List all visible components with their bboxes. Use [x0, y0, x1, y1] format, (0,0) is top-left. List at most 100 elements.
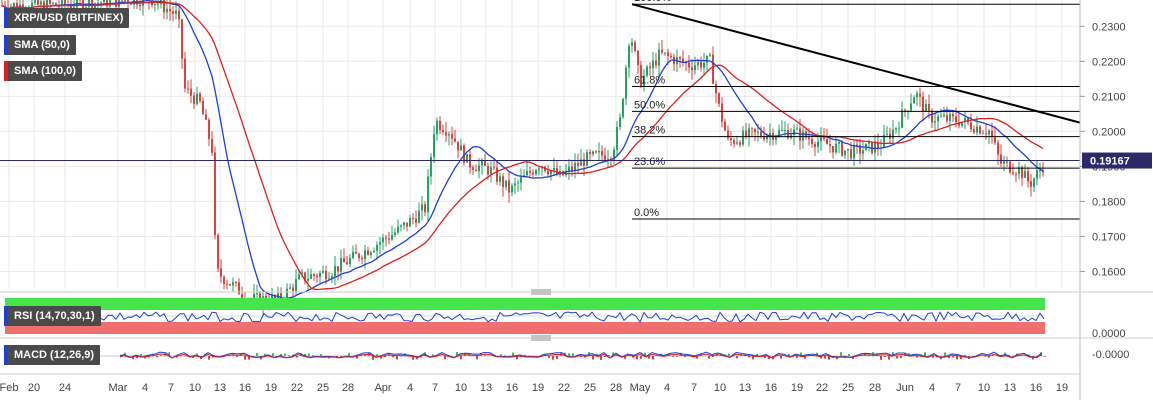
macd-histogram-bar	[256, 353, 258, 356]
candle-body	[325, 270, 327, 280]
candle-body	[577, 162, 579, 166]
candle-body	[796, 128, 798, 130]
macd-histogram-bar	[720, 353, 722, 356]
macd-histogram-bar	[684, 356, 686, 357]
candle-body	[871, 141, 873, 153]
candle-body	[691, 67, 693, 71]
candle-body	[721, 103, 723, 122]
macd-histogram-bar	[512, 352, 514, 356]
candle-body	[304, 272, 306, 281]
candle-body	[196, 93, 198, 105]
time-tick-label: 25	[584, 382, 596, 394]
macd-histogram-bar	[848, 354, 850, 356]
candle-body	[829, 144, 831, 146]
sma100-text: SMA (100,0)	[14, 65, 76, 77]
macd-histogram-bar	[396, 356, 398, 360]
price-tick-label: 0.1700	[1092, 231, 1126, 243]
macd-histogram-bar	[148, 356, 150, 358]
candle-body	[286, 288, 288, 301]
macd-histogram-bar	[288, 355, 290, 356]
candle-body	[994, 136, 996, 143]
macd-histogram-bar	[608, 354, 610, 356]
rsi-text: RSI (14,70,30,1)	[14, 310, 95, 322]
sma50-line	[1, 0, 1044, 300]
time-tick-label: 7	[691, 382, 697, 394]
candle-body	[370, 252, 372, 255]
fib-level-label: 61.8%	[634, 75, 665, 87]
macd-histogram-bar	[140, 353, 142, 356]
candle-body	[457, 141, 459, 151]
candle-body	[193, 95, 195, 105]
macd-signal-line	[119, 353, 1043, 359]
candle-body	[1009, 161, 1011, 173]
candle-body	[943, 115, 945, 117]
macd-histogram-bar	[800, 352, 802, 356]
candle-body	[505, 180, 507, 188]
candle-body	[367, 250, 369, 255]
macd-histogram-bar	[552, 356, 554, 360]
macd-histogram-bar	[992, 354, 994, 356]
macd-swatch	[4, 345, 8, 365]
candle-body	[391, 234, 393, 240]
candle-body	[460, 145, 462, 151]
candle-body	[739, 142, 741, 145]
macd-histogram-bar	[340, 356, 342, 357]
candle-body	[853, 144, 855, 159]
macd-histogram-bar	[932, 356, 934, 358]
candle-body	[466, 154, 468, 163]
rsi-label[interactable]: RSI (14,70,30,1)	[4, 306, 101, 326]
candle-body	[763, 136, 765, 140]
candle-body	[814, 144, 816, 147]
candle-body	[733, 140, 735, 144]
macd-histogram-bar	[828, 356, 830, 360]
time-tick-label: 4	[407, 382, 413, 394]
sma50-label[interactable]: SMA (50,0)	[4, 35, 76, 55]
sma100-label[interactable]: SMA (100,0)	[4, 61, 82, 81]
candle-body	[70, 5, 72, 9]
macd-histogram-bar	[392, 356, 394, 358]
candle-body	[1027, 170, 1029, 182]
candle-body	[364, 250, 366, 259]
macd-histogram-bar	[356, 356, 358, 359]
candle-body	[88, 0, 90, 8]
candle-body	[694, 65, 696, 71]
candle-body	[667, 52, 669, 56]
time-tick-label: 4	[142, 382, 148, 394]
candle-body	[904, 109, 906, 111]
macd-histogram-bar	[644, 352, 646, 356]
candle-body	[61, 0, 63, 7]
macd-histogram-bar	[212, 356, 214, 358]
candle-body	[181, 19, 183, 59]
candle-body	[439, 120, 441, 131]
macd-histogram-bar	[924, 352, 926, 356]
macd-histogram-bar	[444, 356, 446, 360]
candle-body	[919, 93, 921, 97]
macd-histogram-bar	[1012, 356, 1014, 357]
fib-level-label: 38.2%	[634, 125, 665, 137]
time-tick-label: 22	[558, 382, 570, 394]
sma100-swatch	[4, 61, 8, 81]
candle-body	[373, 250, 375, 253]
candle-body	[538, 168, 540, 171]
candle-body	[838, 142, 840, 144]
candle-body	[946, 115, 948, 121]
candle-body	[658, 49, 660, 66]
candle-body	[400, 225, 402, 227]
candle-body	[223, 276, 225, 284]
macd-histogram-bar	[672, 356, 674, 357]
candle-body	[310, 274, 312, 279]
macd-histogram-bar	[244, 356, 246, 360]
candle-body	[646, 66, 648, 76]
candle-body	[208, 119, 210, 140]
symbol-label[interactable]: XRP/USD (BITFINEX)	[4, 8, 130, 28]
candle-body	[901, 109, 903, 128]
time-tick-label: 13	[739, 382, 751, 394]
macd-label[interactable]: MACD (12,26,9)	[4, 345, 101, 365]
candle-body	[913, 97, 915, 104]
candle-body	[421, 204, 423, 211]
candle-body	[1024, 170, 1026, 178]
price-tick-label: 0.1800	[1092, 196, 1126, 208]
candle-body	[406, 222, 408, 227]
candle-body	[217, 235, 219, 269]
candle-body	[868, 141, 870, 144]
